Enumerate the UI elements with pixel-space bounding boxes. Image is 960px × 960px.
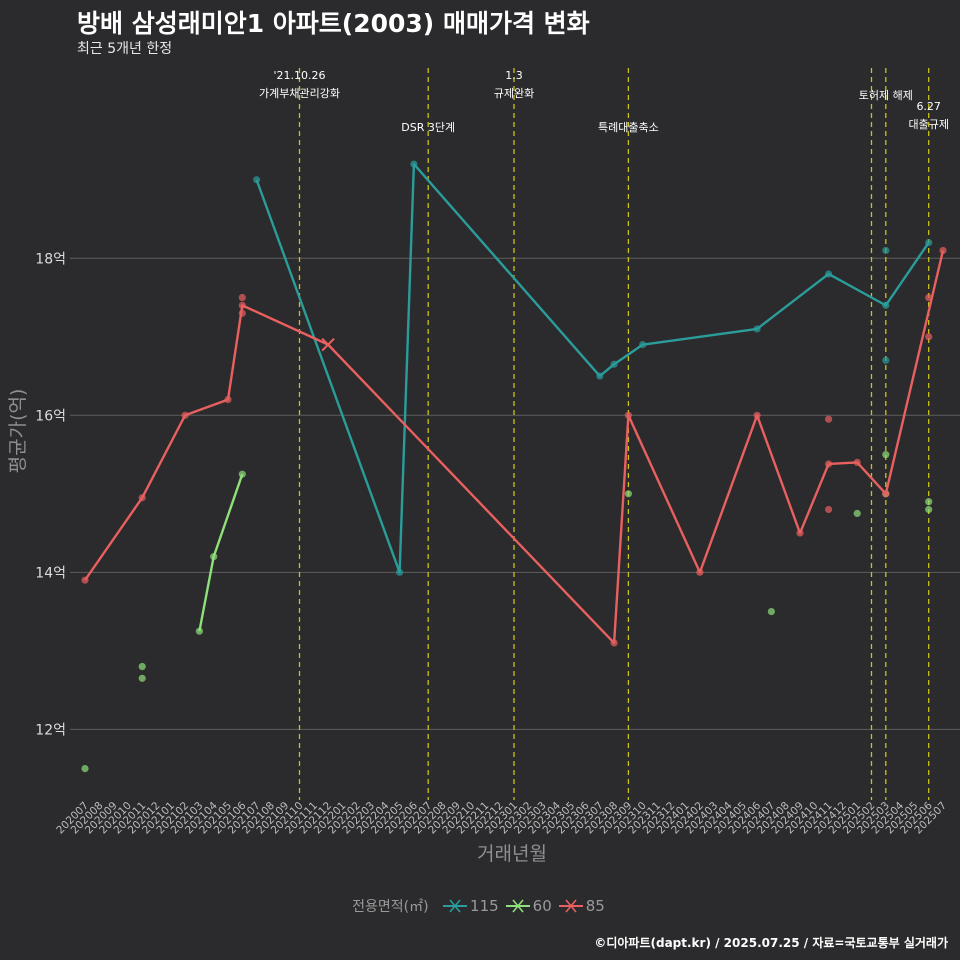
legend-label: 60	[532, 897, 552, 915]
event-label: 가계부채관리강화	[259, 87, 340, 100]
data-point-60	[195, 627, 203, 635]
y-tick-label: 16억	[35, 408, 66, 424]
event-label: DSR 3단계	[401, 121, 455, 134]
y-tick-label: 12억	[35, 722, 66, 738]
page-title: 방배 삼성래미안1 아파트(2003) 매매가격 변화	[77, 9, 590, 38]
data-point-85	[825, 415, 833, 423]
event-label: '21.10.26	[273, 69, 325, 82]
data-point-85	[696, 568, 704, 576]
data-point-85	[853, 458, 861, 467]
data-point-60	[81, 764, 89, 773]
data-point-85	[238, 309, 246, 317]
data-point-85	[238, 293, 246, 302]
data-point-85	[624, 411, 633, 419]
legend-label: 85	[585, 897, 605, 915]
data-point-60	[238, 470, 246, 478]
legend: 전용면적(㎡) 115 60 85	[0, 896, 960, 916]
legend-title: 전용면적(㎡)	[352, 899, 429, 915]
event-label: 6.27	[916, 100, 941, 113]
data-point-85	[939, 246, 947, 255]
legend-key-icon	[443, 899, 468, 913]
data-point-60	[853, 509, 861, 518]
data-point-85	[238, 301, 246, 309]
data-point-115	[753, 325, 761, 333]
data-point-60	[767, 607, 776, 616]
data-point-60	[882, 450, 890, 459]
x-axis-title: 거래년월	[477, 843, 547, 865]
data-point-85	[610, 639, 618, 647]
data-point-115	[639, 341, 647, 349]
data-point-115	[925, 238, 933, 247]
legend-key-icon	[558, 899, 583, 913]
data-point-60	[210, 553, 218, 561]
data-point-115	[253, 176, 261, 184]
data-point-60	[925, 505, 933, 514]
event-label: 1.3	[505, 69, 523, 82]
legend-item-60: 60	[505, 897, 552, 915]
data-point-115	[825, 270, 833, 278]
data-point-115	[882, 246, 890, 255]
data-point-60	[138, 674, 146, 682]
legend-label: 115	[470, 897, 499, 915]
event-label: 특례대출축소	[598, 121, 659, 134]
y-tick-label: 14억	[35, 565, 66, 581]
data-point-85	[81, 576, 89, 584]
y-axis-title: 평균가(억)	[7, 389, 29, 474]
data-point-85	[925, 333, 933, 341]
data-point-115	[610, 360, 618, 368]
grid-lines	[70, 257, 960, 730]
caption: ©디아파트(dapt.kr) / 2025.07.25 / 자료=국토교통부 실…	[594, 936, 948, 950]
data-point-85	[181, 411, 189, 419]
data-point-115	[596, 372, 604, 380]
data-point-115	[882, 356, 890, 364]
event-label: 대출규제	[908, 118, 948, 131]
axis-labels: 12억14억16억18억2020072020082020092020102020…	[7, 251, 949, 865]
data-point-115	[396, 568, 404, 576]
data-point-85	[138, 494, 146, 502]
legend-key-icon	[505, 899, 530, 913]
data-point-115	[882, 301, 890, 309]
event-label: 규제완화	[494, 87, 534, 100]
series-layer	[81, 160, 947, 773]
series-line-60	[198, 473, 244, 632]
event-label: 토허제 해제	[859, 88, 913, 102]
data-point-60	[138, 662, 146, 671]
data-point-85	[796, 529, 804, 537]
data-point-60	[624, 490, 633, 498]
cross-marker-85	[321, 337, 335, 352]
data-point-85	[882, 490, 890, 498]
y-tick-label: 18억	[35, 251, 66, 267]
series-line-115	[255, 162, 930, 574]
data-point-85	[825, 505, 833, 514]
page-subtitle: 최근 5개년 한정	[77, 41, 173, 57]
legend-item-85: 85	[558, 897, 605, 915]
data-point-85	[224, 395, 232, 404]
data-point-115	[410, 160, 418, 168]
data-point-85	[825, 460, 833, 468]
legend-item-115: 115	[442, 897, 499, 915]
data-point-85	[753, 411, 761, 419]
data-point-85	[925, 293, 933, 302]
data-point-60	[925, 498, 933, 506]
